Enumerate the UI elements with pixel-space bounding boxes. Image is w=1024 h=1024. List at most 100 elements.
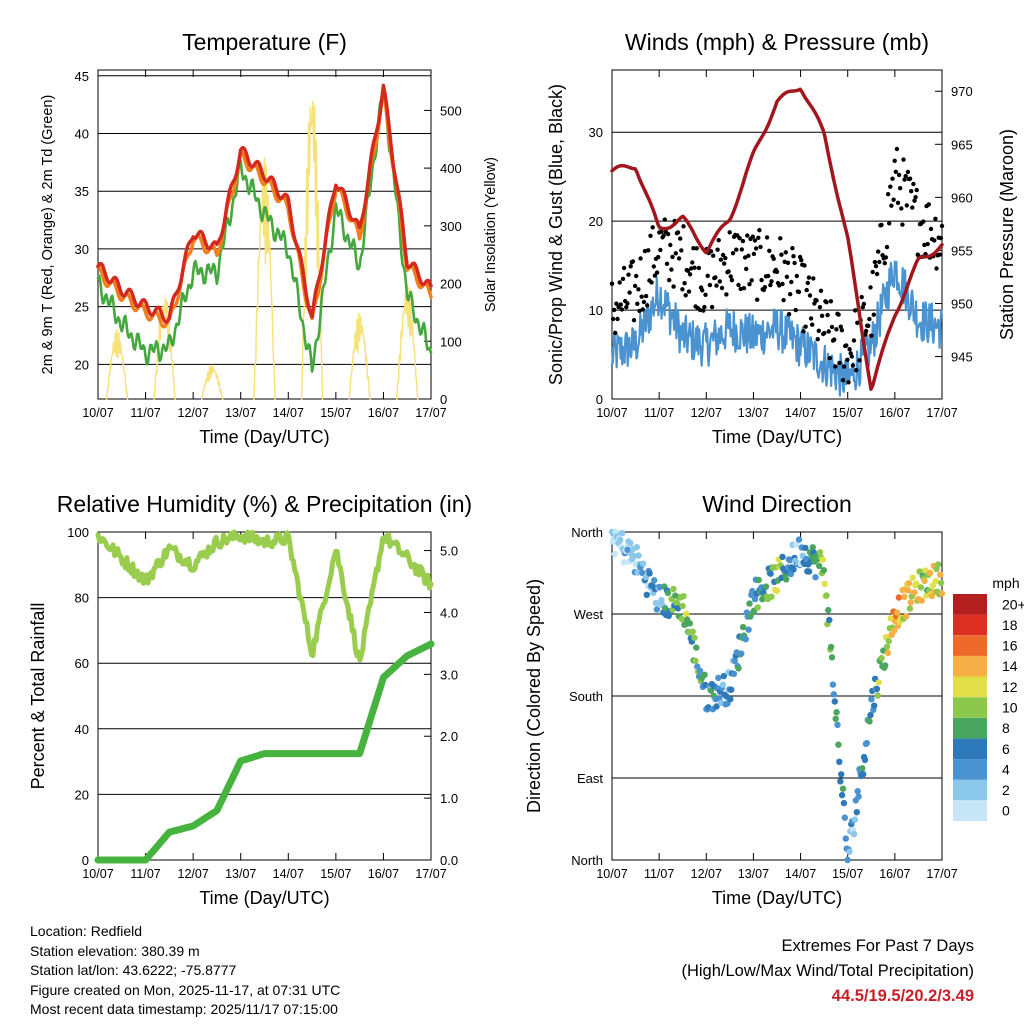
gust-point [640,307,645,312]
colorbar-label: 12 [1002,679,1018,695]
direction-point [921,577,928,585]
gust-point [845,357,850,362]
direction-point [846,848,853,855]
gust-point [882,261,887,266]
colorbar-label: 10 [1002,700,1018,716]
gust-point [747,282,752,287]
gust-point [723,255,728,261]
gust-point [716,238,721,243]
direction-point [728,686,735,693]
direction-point [859,765,866,772]
gust-point [914,187,919,193]
gust-point [667,277,672,283]
gust-point [618,302,623,307]
direction-point [828,654,836,661]
gust-point [746,253,751,258]
extremes-title: Extremes For Past 7 Days [781,937,974,955]
gust-point [867,316,872,322]
gust-point [811,276,816,281]
wind-xtick-label: 13/07 [738,406,769,420]
gust-point [808,316,814,321]
gust-point [910,205,915,210]
gust-point [844,343,849,348]
gust-point [883,255,889,260]
gust-point [755,297,760,302]
solar-insolation-line [105,328,129,400]
dir-xtick-label: 12/07 [691,867,722,881]
gust-point [783,250,788,255]
gust-point [759,277,764,283]
gust-point [876,249,881,254]
gust-point [625,301,630,306]
gust-point [832,337,837,342]
direction-point [841,814,848,821]
direction-point [887,615,894,622]
gust-point [724,292,729,297]
wind-ytick-label: 30 [589,125,603,140]
dir-xtick-label: 17/07 [926,867,957,881]
rh-ylabel-left: Percent & Total Rainfall [28,603,48,790]
gust-point [789,279,794,285]
direction-point [917,584,925,591]
gust-point [635,301,640,306]
rh-ytick-label: 20 [75,787,89,802]
direction-point [680,593,687,600]
direction-point [823,592,830,599]
gust-point [659,229,664,234]
gust-point [861,301,867,307]
gust-point [634,273,639,279]
gust-point [784,274,790,279]
gust-point [636,287,641,292]
direction-point [853,809,860,816]
colorbar-label: 2 [1002,782,1010,798]
gust-point [740,238,746,244]
direction-point [790,566,797,573]
gust-point [806,275,812,280]
gust-point [926,202,931,207]
gust-point [767,248,772,253]
precipitation-line [94,640,435,864]
gust-point [884,244,890,250]
gust-point [868,285,873,290]
direction-point [640,560,647,567]
gust-point [938,235,944,241]
direction-point [850,830,858,838]
temp-xlabel: Time (Day/UTC) [199,427,329,447]
direction-point [904,587,912,594]
rh-ytick-right-label: 1.0 [440,791,458,806]
colorbar-label: 6 [1002,741,1010,757]
gust-point [751,251,757,257]
gust-point [646,248,651,253]
gust-point [738,286,743,292]
solar-insolation-line [253,157,276,400]
direction-point [825,606,832,614]
direction-point [755,576,762,584]
colorbar-label: 16 [1002,638,1018,654]
direction-point [746,600,753,607]
gust-point [922,242,927,248]
gust-point [847,347,852,352]
gust-point [658,247,663,253]
gust-point [871,312,876,317]
gust-point [690,260,695,265]
temp-ylabel-left: 2m & 9m T (Red, Orange) & 2m Td (Green) [40,95,56,375]
direction-point [893,609,901,616]
wind-ylabel-left: Sonic/Prop Wind & Gust (Blue, Black) [546,84,566,385]
direction-point [751,596,759,603]
gust-point [628,264,633,269]
direction-point [829,681,837,688]
gust-point [681,224,686,229]
wind-ytick-label: 0 [596,392,603,407]
direction-point [895,594,903,601]
rh-xtick-label: 16/07 [368,867,399,881]
direction-point [906,605,914,612]
dewpoint-line [96,86,433,373]
dir-ytick-label: East [577,771,603,786]
gust-point [902,177,907,182]
direction-point [678,615,685,623]
dir-xtick-label: 11/07 [644,867,674,881]
direction-point [863,739,870,747]
temp-ytick-right-label: 200 [440,277,462,292]
dir-ytick-label: West [574,607,604,622]
solar-insolation-line [200,364,224,400]
